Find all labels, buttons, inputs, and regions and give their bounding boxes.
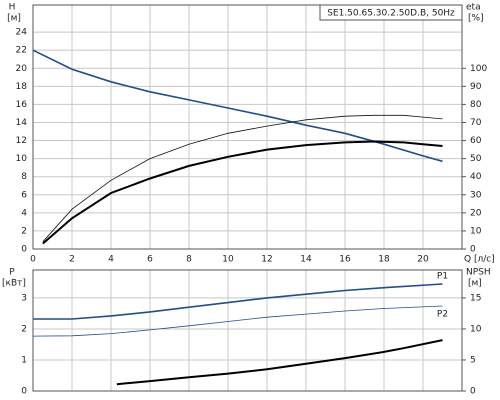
y-tick-label: 0 — [21, 245, 27, 255]
y-tick-label: 14 — [16, 118, 28, 128]
series-label: P2 — [437, 309, 448, 319]
y-tick-label: 2 — [21, 324, 27, 334]
y-axis-unit: [м] — [7, 14, 21, 24]
plot-frame — [32, 269, 463, 392]
y-tick-label: 12 — [16, 136, 27, 146]
y2-tick-label: 10 — [470, 226, 482, 236]
y-tick-label: 22 — [16, 46, 27, 56]
y2-tick-label: 0 — [470, 387, 476, 397]
y-tick-label: 3 — [21, 293, 27, 303]
y2-axis-unit: [м] — [468, 279, 482, 289]
x-tick-label: 4 — [108, 255, 114, 265]
x-tick-label: 2 — [69, 255, 75, 265]
y-tick-label: 4 — [21, 208, 27, 218]
y-tick-label: 8 — [21, 172, 27, 182]
y-tick-label: 0 — [21, 387, 27, 397]
y2-tick-label: 70 — [470, 118, 482, 128]
y2-tick-label: 50 — [470, 154, 482, 164]
series-label: P1 — [437, 271, 448, 281]
y2-tick-label: 10 — [470, 324, 482, 334]
x-tick-label: 10 — [222, 255, 234, 265]
y2-axis-unit: [%] — [468, 14, 484, 24]
x-tick-label: 8 — [186, 255, 192, 265]
curve — [42, 114, 443, 243]
curve — [42, 140, 443, 245]
plot-frame — [32, 4, 463, 250]
y2-tick-label: 90 — [470, 82, 482, 92]
title-box — [319, 4, 463, 21]
curve — [32, 49, 443, 163]
y2-tick-label: 60 — [470, 136, 482, 146]
y2-tick-label: 0 — [470, 245, 476, 255]
y2-tick-label: 20 — [470, 208, 482, 218]
x-tick-label: 20 — [417, 255, 429, 265]
y2-tick-label: 100 — [470, 64, 487, 74]
x-tick-label: 12 — [261, 255, 272, 265]
y-tick-label: 24 — [16, 28, 28, 38]
x-tick-label: 16 — [339, 255, 351, 265]
y-tick-label: 1 — [21, 355, 27, 365]
y2-axis-label: eta — [466, 3, 481, 13]
y2-axis-label: NPSH — [466, 268, 491, 278]
curve — [32, 305, 443, 337]
curve — [33, 283, 443, 320]
y-axis-label: P — [9, 268, 15, 278]
y2-tick-label: 80 — [470, 100, 482, 110]
y2-tick-label: 15 — [470, 293, 481, 303]
y-axis-label: H — [9, 3, 16, 13]
y-tick-label: 16 — [16, 100, 28, 110]
y-tick-label: 18 — [16, 82, 28, 92]
y2-tick-label: 5 — [470, 355, 476, 365]
x-tick-label: 14 — [300, 255, 312, 265]
y-tick-label: 20 — [16, 64, 28, 74]
x-axis-label: Q [л/с] — [464, 255, 495, 265]
x-tick-label: 6 — [147, 255, 153, 265]
x-tick-label: 18 — [378, 255, 390, 265]
y-tick-label: 10 — [16, 154, 28, 164]
y2-tick-label: 30 — [470, 190, 482, 200]
y-axis-unit: [кВт] — [2, 279, 26, 289]
y-tick-label: 6 — [21, 190, 27, 200]
x-tick-label: 0 — [30, 255, 36, 265]
curve — [116, 339, 443, 386]
y2-tick-label: 40 — [470, 172, 482, 182]
y-tick-label: 2 — [21, 226, 27, 236]
chart-title: SE1.50.65.30.2.50D.B, 50Hz — [327, 9, 455, 19]
